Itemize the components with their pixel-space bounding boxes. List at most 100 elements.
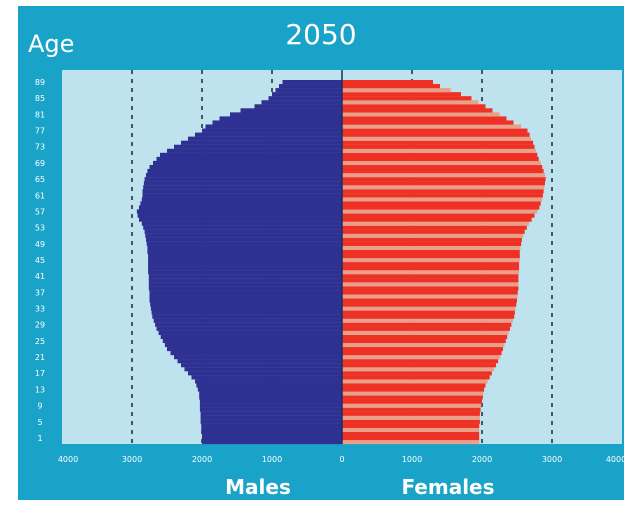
x-tick-7: 3000 bbox=[542, 455, 562, 464]
male-bar-age-87 bbox=[275, 88, 342, 93]
age-tick-33: 33 bbox=[35, 305, 45, 314]
female-bar-age-16 bbox=[342, 375, 490, 380]
female-bar-age-11 bbox=[342, 395, 483, 400]
male-bar-age-83 bbox=[254, 104, 342, 109]
female-bar-age-84 bbox=[342, 100, 479, 105]
female-bar-age-25 bbox=[342, 338, 506, 344]
female-bar-age-87 bbox=[342, 88, 451, 93]
female-bar-age-38 bbox=[342, 286, 519, 291]
female-bar-age-66 bbox=[342, 173, 545, 178]
female-bar-age-74 bbox=[342, 140, 534, 145]
male-bar-age-74 bbox=[181, 140, 342, 145]
female-bar-age-78 bbox=[342, 124, 522, 129]
male-bar-age-12 bbox=[199, 391, 342, 396]
male-bar-age-19 bbox=[181, 363, 342, 368]
female-bar-age-20 bbox=[342, 359, 499, 364]
female-bar-age-63 bbox=[342, 185, 545, 190]
female-bar-age-22 bbox=[342, 350, 502, 356]
male-bar-age-40 bbox=[148, 278, 342, 283]
male-bar-age-55 bbox=[139, 217, 342, 222]
age-tick-85: 85 bbox=[35, 94, 45, 103]
male-bar-age-84 bbox=[261, 100, 342, 105]
male-bar-age-75 bbox=[188, 136, 342, 141]
male-bar-age-58 bbox=[139, 205, 342, 210]
male-bar-age-39 bbox=[148, 282, 342, 287]
male-bar-age-68 bbox=[149, 164, 342, 170]
female-bar-age-64 bbox=[342, 181, 545, 186]
x-tick-6: 2000 bbox=[472, 455, 492, 464]
male-bar-age-42 bbox=[148, 270, 342, 275]
chart-title: 2050 bbox=[285, 18, 356, 51]
male-bar-age-49 bbox=[146, 241, 342, 246]
female-bar-age-51 bbox=[342, 233, 524, 238]
male-bar-age-7 bbox=[200, 411, 342, 416]
male-bar-age-78 bbox=[205, 124, 342, 129]
male-bar-age-63 bbox=[143, 185, 342, 190]
male-bar-age-47 bbox=[147, 249, 342, 255]
female-bar-age-52 bbox=[342, 229, 525, 234]
female-bar-age-57 bbox=[342, 209, 538, 214]
male-bar-age-44 bbox=[148, 262, 342, 267]
female-bar-age-15 bbox=[342, 379, 488, 384]
male-bar-age-8 bbox=[199, 407, 342, 412]
female-bar-age-85 bbox=[342, 96, 472, 101]
female-bar-age-44 bbox=[342, 262, 520, 267]
male-bar-age-23 bbox=[167, 346, 342, 352]
female-bar-age-32 bbox=[342, 310, 515, 315]
male-bar-age-18 bbox=[184, 367, 342, 372]
female-bar-age-61 bbox=[342, 193, 543, 198]
age-tick-29: 29 bbox=[35, 321, 45, 330]
female-bar-age-27 bbox=[342, 330, 509, 335]
population-pyramid-chart: Age 2050 89 85 81 77 73 69 65 61 57 53 49 45 41 37 33 2… bbox=[28, 18, 624, 499]
female-bar-age-26 bbox=[342, 334, 508, 339]
male-bar-age-56 bbox=[137, 213, 342, 218]
female-bar-age-55 bbox=[342, 217, 532, 222]
female-bar-age-59 bbox=[342, 201, 541, 206]
male-bar-age-54 bbox=[141, 221, 342, 226]
female-bar-age-14 bbox=[342, 383, 486, 388]
male-bar-age-61 bbox=[142, 193, 342, 198]
female-bar-age-81 bbox=[342, 112, 500, 117]
female-bar-age-45 bbox=[342, 257, 520, 263]
male-bar-age-82 bbox=[240, 108, 342, 113]
male-bar-age-71 bbox=[160, 152, 342, 157]
female-bar-age-2 bbox=[342, 431, 480, 437]
female-bar-age-29 bbox=[342, 322, 512, 327]
male-bar-age-76 bbox=[195, 132, 342, 137]
age-tick-65: 65 bbox=[35, 175, 45, 184]
male-bar-age-16 bbox=[191, 375, 342, 380]
male-bar-age-22 bbox=[170, 350, 342, 356]
male-bar-age-24 bbox=[164, 342, 342, 348]
male-bar-age-38 bbox=[148, 286, 342, 291]
female-bar-age-23 bbox=[342, 346, 503, 352]
female-bar-age-5 bbox=[342, 419, 480, 424]
age-tick-37: 37 bbox=[35, 288, 45, 297]
female-bar-age-71 bbox=[342, 152, 538, 157]
age-tick-61: 61 bbox=[35, 191, 45, 200]
x-tick-3: 1000 bbox=[262, 455, 282, 464]
female-bar-age-88 bbox=[342, 84, 440, 89]
male-bar-age-48 bbox=[147, 245, 342, 251]
females-axis-label: Females bbox=[401, 475, 494, 499]
male-bar-age-3 bbox=[201, 427, 342, 433]
male-bar-age-30 bbox=[153, 318, 342, 323]
male-bar-age-4 bbox=[201, 423, 342, 428]
age-tick-9: 9 bbox=[37, 402, 42, 411]
female-bar-age-7 bbox=[342, 411, 480, 416]
male-bar-age-21 bbox=[174, 355, 342, 360]
male-bar-age-60 bbox=[141, 197, 342, 202]
males-axis-label: Males bbox=[225, 475, 291, 499]
female-bar-age-39 bbox=[342, 282, 519, 287]
female-bar-age-80 bbox=[342, 116, 507, 121]
x-tick-5: 1000 bbox=[402, 455, 422, 464]
age-tick-53: 53 bbox=[35, 224, 45, 233]
female-bar-age-54 bbox=[342, 221, 529, 226]
age-tick-89: 89 bbox=[35, 78, 45, 87]
female-bar-age-30 bbox=[342, 318, 513, 323]
female-bar-age-31 bbox=[342, 314, 515, 319]
female-bar-age-33 bbox=[342, 306, 516, 311]
female-bar-age-77 bbox=[342, 128, 528, 133]
male-bar-age-66 bbox=[146, 173, 342, 178]
female-bar-age-75 bbox=[342, 136, 531, 141]
female-bar-age-73 bbox=[342, 144, 535, 149]
